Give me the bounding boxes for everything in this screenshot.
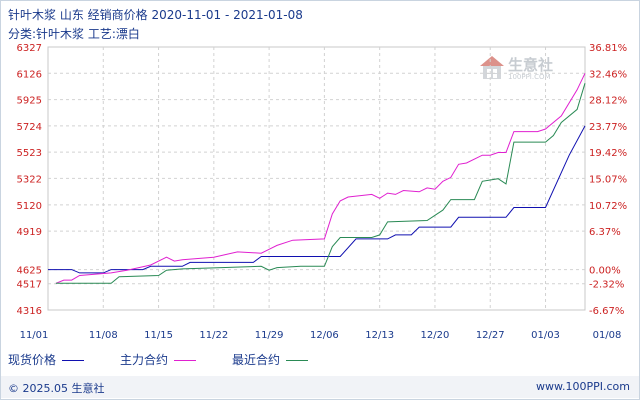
price-line-chart: 6327 36.81% 6126 32.46% 5925 28.12% 5724 23.77%… [17,43,628,341]
x-tick-label: 11/22 [199,330,228,341]
legend-item-near: 最近合约 [232,351,309,368]
watermark-logo: 生意社 100PPI.COM [478,54,553,86]
y-left-tick-label: 4316 [17,306,42,317]
legend-label-spot: 现货价格 [8,353,57,367]
x-tick-label: 12/20 [421,330,450,341]
y-left-tick-label: 6126 [17,69,42,80]
x-tick-label: 11/29 [255,330,284,341]
series-line-2 [55,83,586,284]
y-right-tick-label: 10.72% [589,201,627,212]
site-link[interactable]: www.100PPI.com [536,380,630,393]
watermark-url: 100PPI.COM [508,73,551,81]
legend-item-spot: 现货价格 [8,351,85,368]
y-left-tick-label: 4919 [17,227,42,238]
y-right-tick-label: 23.77% [589,122,627,133]
y-right-tick-label: 36.81% [589,43,627,54]
y-left-tick-label: 4625 [17,266,42,277]
legend-swatch-near [286,360,309,361]
y-right-tick-label: 15.07% [589,174,627,185]
series-line-0 [48,125,586,274]
y-right-tick-label: -2.32% [589,280,624,291]
chart-subtitle: 分类:针叶木浆 工艺:漂白 [8,27,140,41]
y-right-tick-label: 0.00% [589,266,621,277]
y-right-tick-label: 6.37% [589,227,621,238]
legend-item-main: 主力合约 [120,351,197,368]
house-logo-icon [480,56,504,79]
y-left-tick-label: 6327 [17,43,42,54]
footer-bar [1,376,639,398]
y-right-tick-label: 28.12% [589,96,627,107]
x-tick-label: 01/03 [531,330,560,341]
legend-swatch-main [174,360,197,361]
x-tick-label: 11/08 [89,330,118,341]
legend-swatch-spot [62,360,85,361]
y-left-tick-label: 5925 [17,96,42,107]
y-left-tick-label: 4517 [17,280,42,291]
legend-label-main: 主力合约 [120,353,169,367]
y-right-tick-label: 19.42% [589,148,627,159]
x-tick-label: 01/08 [593,330,622,341]
x-tick-label: 11/01 [20,330,49,341]
y-right-tick-label: -6.67% [589,306,624,317]
y-left-tick-label: 5523 [17,148,42,159]
copyright-text: © 2025.05 生意社 [8,382,105,395]
y-left-tick-label: 5724 [17,122,42,133]
y-right-tick-label: 32.46% [589,69,627,80]
watermark-name: 生意社 [508,56,554,74]
x-tick-label: 12/13 [365,330,394,341]
chart-title: 针叶木浆 山东 经销商价格 2020-11-01 - 2021-01-08 [8,8,303,22]
x-tick-label: 12/06 [310,330,339,341]
y-left-tick-label: 5120 [17,201,42,212]
legend-label-near: 最近合约 [232,353,281,367]
x-tick-label: 12/27 [476,330,505,341]
y-left-tick-label: 5322 [17,174,42,185]
x-tick-label: 11/15 [144,330,173,341]
series-line-1 [55,73,586,284]
